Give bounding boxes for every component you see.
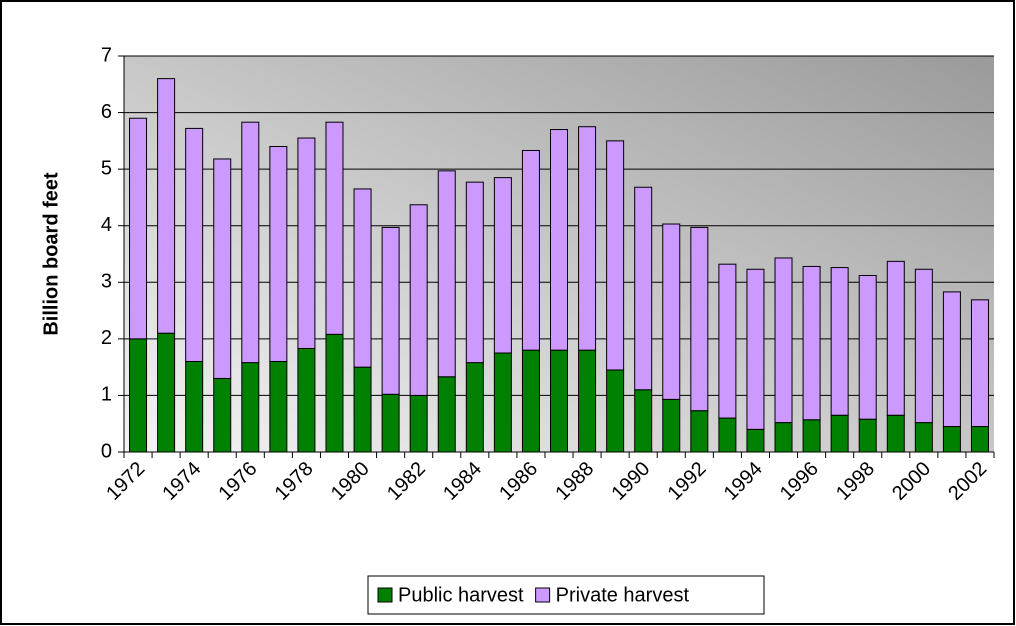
bar-segment xyxy=(381,393,400,453)
bar-segment xyxy=(409,394,428,453)
y-axis-title: Billion board feet xyxy=(40,172,62,336)
bar-segment xyxy=(493,352,512,453)
bar-segment xyxy=(297,347,316,453)
bar-segment xyxy=(886,414,905,453)
bar-segment xyxy=(858,418,877,453)
y-tick-label: 7 xyxy=(101,44,112,66)
bar-segment xyxy=(353,188,372,368)
bar-segment xyxy=(662,398,681,453)
bar-segment xyxy=(970,299,989,428)
y-tick-label: 5 xyxy=(101,157,112,179)
bar-segment xyxy=(241,362,260,453)
bar-segment xyxy=(942,426,961,453)
bar-segment xyxy=(690,410,709,453)
y-tick-label: 0 xyxy=(101,440,112,462)
bar-segment xyxy=(802,419,821,453)
bar-segment xyxy=(606,140,625,371)
bar-segment xyxy=(157,332,176,453)
bar-segment xyxy=(521,349,540,453)
legend-box xyxy=(367,575,765,615)
y-tick-label: 3 xyxy=(101,271,112,293)
bar-segment xyxy=(634,389,653,453)
bar-segment xyxy=(325,333,344,453)
legend-label: Public harvest xyxy=(398,584,524,606)
bar-segment xyxy=(914,268,933,424)
bar-segment xyxy=(269,360,288,453)
y-tick-label: 4 xyxy=(101,214,112,236)
bar-segment xyxy=(241,121,260,364)
bar-segment xyxy=(802,265,821,421)
legend-swatch xyxy=(377,587,393,603)
bar-segment xyxy=(914,422,933,453)
bar-segment xyxy=(465,181,484,364)
bar-segment xyxy=(213,377,232,453)
bar-segment xyxy=(325,121,344,335)
legend-label: Private harvest xyxy=(556,584,690,606)
bar-segment xyxy=(437,376,456,453)
bar-segment xyxy=(606,369,625,453)
bar-segment xyxy=(465,362,484,453)
bar-segment xyxy=(970,426,989,453)
bar-segment xyxy=(662,223,681,400)
y-tick-label: 6 xyxy=(101,101,112,123)
bar-segment xyxy=(830,267,849,416)
bar-segment xyxy=(718,263,737,419)
bar-segment xyxy=(381,226,400,395)
bar-segment xyxy=(521,149,540,351)
bar-segment xyxy=(550,129,568,351)
bar-segment xyxy=(297,137,316,349)
bar-segment xyxy=(746,268,765,430)
bar-segment xyxy=(269,146,288,362)
bar-segment xyxy=(718,417,737,453)
bar-segment xyxy=(129,338,148,453)
bar-segment xyxy=(830,414,849,453)
bar-segment xyxy=(690,226,709,412)
bar-segment xyxy=(774,257,793,424)
y-tick-label: 1 xyxy=(101,384,112,406)
bar-segment xyxy=(129,117,148,340)
bar-segment xyxy=(578,349,597,453)
bar-segment xyxy=(437,170,456,378)
bar-segment xyxy=(774,422,793,453)
legend-swatch xyxy=(535,587,551,603)
bar-segment xyxy=(634,186,653,391)
bar-segment xyxy=(578,126,597,351)
bar-segment xyxy=(550,349,568,453)
bar-segment xyxy=(409,204,428,396)
y-tick-label: 2 xyxy=(101,327,112,349)
bar-segment xyxy=(185,127,204,362)
bar-segment xyxy=(493,177,512,354)
bar-segment xyxy=(746,428,765,453)
bar-segment xyxy=(886,260,905,416)
bar-segment xyxy=(353,366,372,453)
bar-segment xyxy=(213,158,232,379)
bar-segment xyxy=(185,360,204,453)
bar-segment xyxy=(858,274,877,420)
bar-segment xyxy=(157,78,176,334)
bar-segment xyxy=(942,291,961,428)
